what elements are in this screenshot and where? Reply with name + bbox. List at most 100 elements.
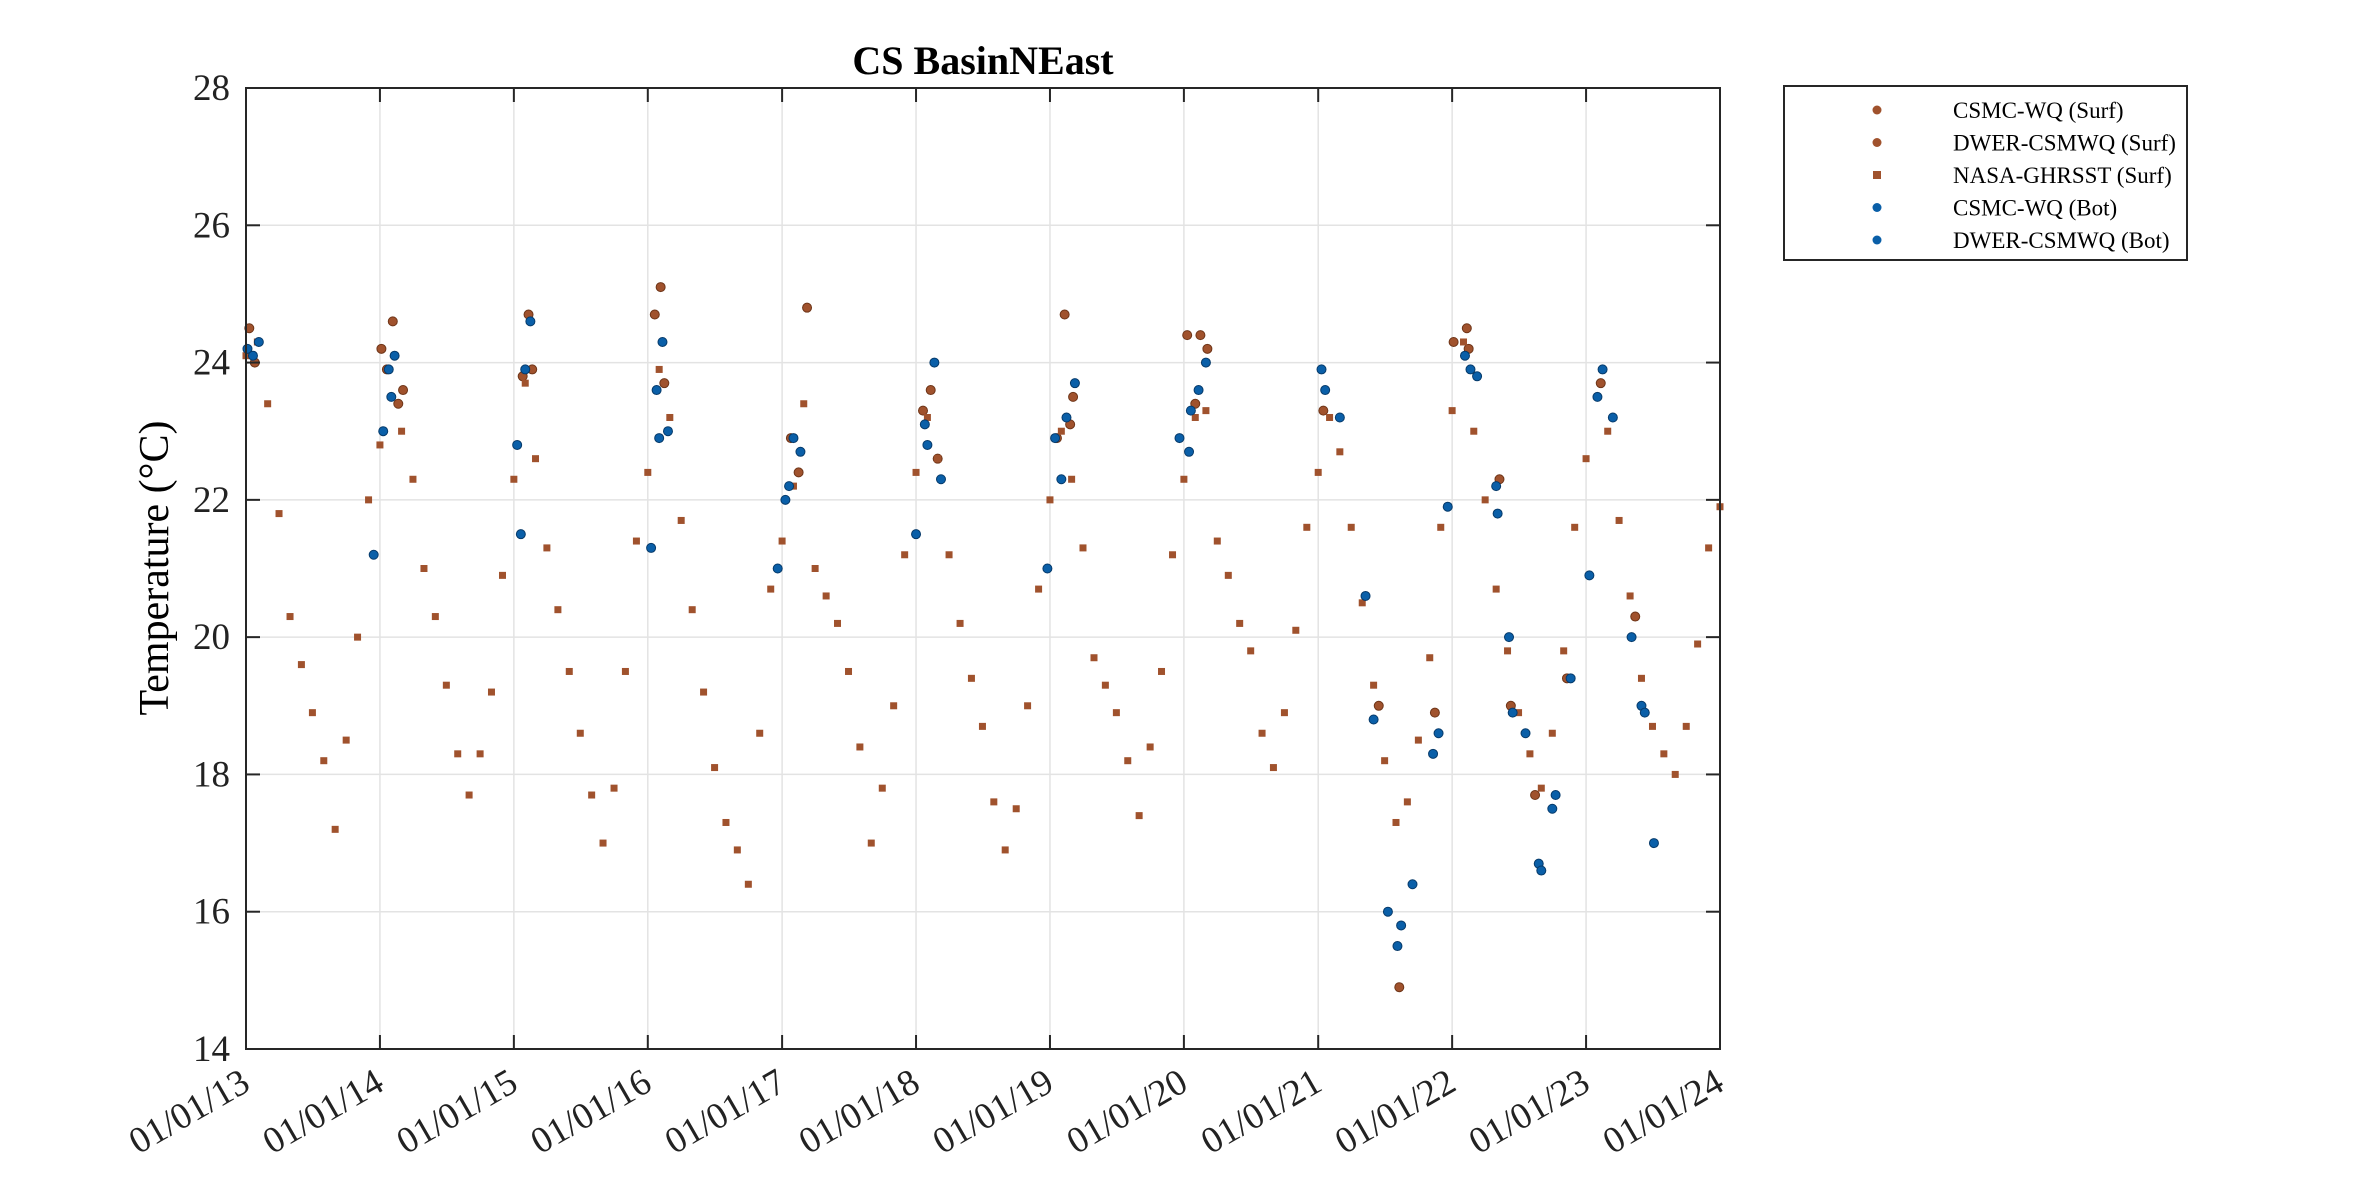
data-point — [1492, 585, 1500, 593]
data-point — [383, 364, 394, 375]
data-point — [1392, 818, 1400, 826]
data-point — [1050, 433, 1061, 444]
data-point — [354, 633, 362, 641]
data-point — [1320, 385, 1331, 396]
data-point — [1185, 405, 1196, 416]
data-point — [308, 709, 316, 717]
data-point — [420, 565, 428, 572]
data-point — [521, 379, 529, 387]
data-point — [632, 537, 640, 545]
legend-box — [1783, 85, 2188, 261]
data-point — [1182, 330, 1193, 341]
data-point — [923, 413, 931, 421]
data-point — [588, 791, 596, 799]
data-point — [1584, 570, 1595, 581]
data-point — [1433, 728, 1444, 739]
y-axis-title: Temperature (°C) — [132, 421, 178, 716]
legend-label: NASA-GHRSST (Surf) — [1953, 163, 2172, 188]
data-point — [1461, 323, 1472, 334]
data-point — [978, 722, 986, 730]
data-point — [1258, 729, 1266, 737]
data-point — [398, 385, 409, 396]
data-point — [387, 316, 398, 327]
data-point — [644, 468, 652, 476]
data-point — [922, 439, 933, 450]
data-point — [1550, 790, 1561, 801]
data-point — [465, 791, 473, 799]
data-point — [934, 455, 942, 463]
data-point — [244, 323, 255, 334]
data-point — [919, 419, 930, 430]
data-point — [1236, 619, 1244, 627]
data-point — [1403, 798, 1411, 806]
data-point — [1537, 784, 1545, 792]
data-point — [1213, 537, 1221, 545]
y-tick-label: 24 — [193, 343, 230, 384]
data-point — [945, 551, 953, 559]
data-point — [756, 729, 764, 737]
data-point — [454, 750, 462, 758]
data-point — [275, 510, 283, 518]
data-point — [1392, 941, 1403, 952]
data-point — [386, 391, 397, 402]
legend-label: DWER-CSMWQ (Surf) — [1953, 131, 2176, 156]
data-point — [1465, 364, 1476, 375]
y-tick-label: 20 — [193, 617, 230, 658]
data-point — [956, 619, 964, 627]
data-point — [621, 667, 629, 675]
data-point — [925, 385, 936, 396]
data-point — [1429, 707, 1440, 718]
data-point — [1035, 585, 1043, 593]
data-point — [1090, 654, 1098, 662]
data-point — [342, 736, 350, 744]
data-point — [1472, 371, 1483, 382]
data-point — [688, 606, 696, 614]
data-point — [1582, 455, 1590, 463]
data-point — [1056, 474, 1067, 485]
data-point — [554, 606, 562, 614]
data-point — [515, 529, 526, 540]
data-point — [793, 467, 804, 478]
data-point — [1303, 523, 1311, 531]
data-point — [1705, 544, 1713, 552]
data-point — [487, 688, 495, 696]
data-point — [1448, 407, 1456, 415]
data-point — [297, 661, 305, 669]
data-point — [918, 405, 929, 416]
data-point — [264, 400, 272, 408]
data-point — [1504, 647, 1512, 655]
data-point — [610, 784, 618, 792]
data-point — [1682, 722, 1690, 730]
data-point — [856, 743, 864, 751]
data-point — [802, 302, 813, 313]
legend-label: DWER-CSMWQ (Bot) — [1953, 228, 2170, 253]
data-point — [788, 433, 799, 444]
data-series — [242, 282, 1724, 993]
data-point — [1548, 729, 1556, 737]
data-point — [1381, 757, 1389, 765]
data-point — [1336, 448, 1344, 456]
data-point — [498, 571, 506, 579]
data-point — [599, 839, 607, 847]
data-point — [1459, 350, 1470, 361]
data-point — [1360, 590, 1371, 601]
data-point — [911, 529, 922, 540]
data-point — [1526, 750, 1534, 758]
data-point — [376, 441, 384, 449]
data-point — [1001, 846, 1009, 854]
data-point — [722, 818, 730, 826]
data-point — [1146, 743, 1154, 751]
data-point — [1626, 632, 1637, 643]
data-point — [1671, 770, 1679, 778]
data-point — [1061, 412, 1072, 423]
data-point — [1042, 563, 1053, 574]
data-point — [1382, 906, 1393, 917]
data-point — [1470, 427, 1478, 435]
data-point — [409, 475, 417, 483]
data-point — [1448, 336, 1459, 347]
data-point — [700, 688, 708, 696]
data-point — [1481, 496, 1489, 504]
data-point — [677, 516, 685, 524]
data-point — [512, 439, 523, 450]
